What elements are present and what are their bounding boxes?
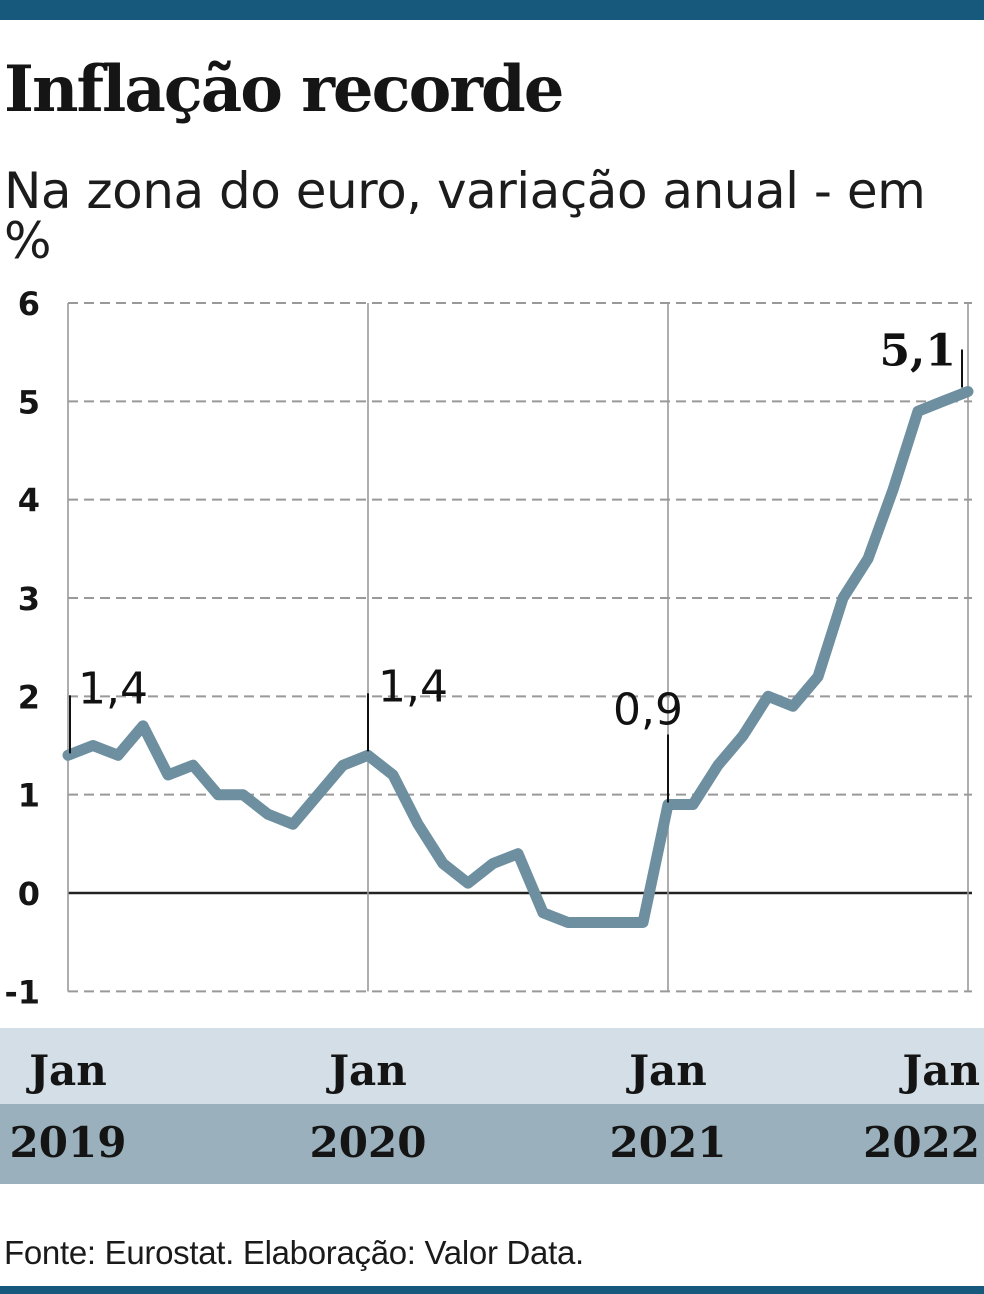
- data-label: 0,9: [613, 685, 683, 736]
- x-axis-year-band: [0, 1104, 984, 1184]
- y-tick-label: 1: [18, 777, 40, 815]
- x-tick-month-label: Jan: [902, 1046, 980, 1095]
- y-tick-label: 2: [18, 678, 40, 716]
- y-tick-labels: -1 0 1 2 3 4 5 6: [4, 285, 40, 1011]
- data-label: 1,4: [78, 663, 148, 714]
- y-tick-label: 0: [18, 875, 40, 913]
- top-rule: [0, 0, 984, 20]
- y-tick-label: 4: [18, 482, 40, 520]
- annotation-layer: 1,4 1,4 0,9 5,1: [69, 326, 963, 803]
- y-tick-label: 5: [18, 383, 40, 421]
- x-tick-month-label: Jan: [329, 1046, 407, 1095]
- x-tick-year-label: 2022: [863, 1118, 980, 1167]
- grid-layer: [67, 302, 972, 993]
- x-tick-year-label: 2019: [9, 1118, 127, 1167]
- y-tick-label: 3: [18, 580, 40, 618]
- data-label: 5,1: [879, 326, 956, 377]
- y-tick-label: -1: [4, 973, 40, 1011]
- y-tick-label: 6: [18, 285, 40, 323]
- series-layer: [62, 386, 974, 928]
- data-label: 1,4: [378, 661, 448, 712]
- source-note: Fonte: Eurostat. Elaboração: Valor Data.: [4, 1234, 584, 1271]
- x-tick-year-label: 2020: [309, 1118, 427, 1167]
- x-axis-month-band: [0, 1028, 984, 1104]
- line-chart: -1 0 1 2 3 4 5 6 1,4 1,4 0,9 5,1: [4, 285, 974, 1011]
- chart-title: Inflação recorde: [4, 52, 564, 127]
- series-line: [62, 386, 974, 928]
- x-tick-month-label: Jan: [629, 1046, 707, 1095]
- x-tick-year-label: 2021: [609, 1118, 727, 1167]
- chart-subtitle: Na zona do euro, variação anual - em %: [4, 162, 926, 270]
- x-tick-month-label: Jan: [29, 1046, 107, 1095]
- bottom-rule: [0, 1286, 984, 1294]
